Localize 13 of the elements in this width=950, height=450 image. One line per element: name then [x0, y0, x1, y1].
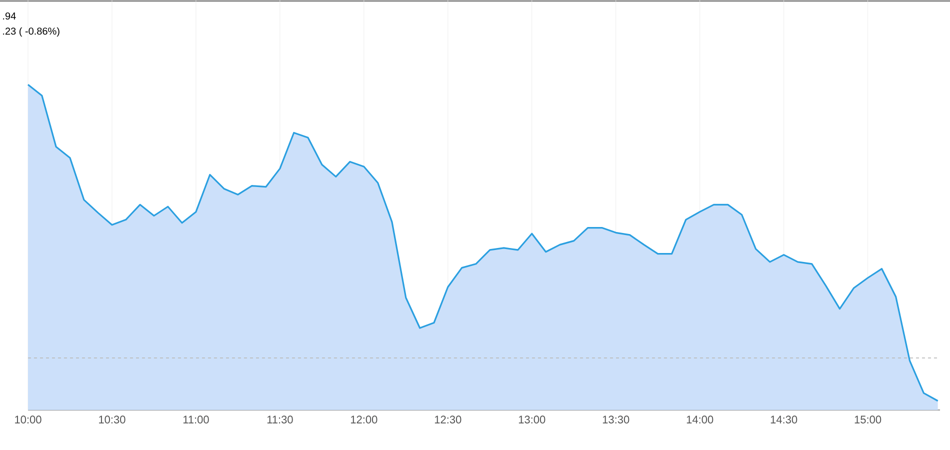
- x-tick-label: 14:30: [770, 416, 798, 424]
- x-tick-label: 14:00: [686, 416, 714, 424]
- x-tick-label: 13:00: [518, 416, 546, 424]
- x-tick-label: 10:30: [99, 416, 126, 424]
- x-tick-label: 10:00: [15, 416, 42, 424]
- x-tick-label: 15:00: [854, 416, 882, 424]
- x-tick-label: 12:30: [434, 416, 462, 424]
- x-tick-label: 12:00: [350, 416, 378, 424]
- text: .23 ( -0.86%): [3, 27, 60, 37]
- x-tick-label: 11:00: [183, 416, 209, 424]
- x-tick-label: 13:30: [602, 416, 630, 424]
- text: .94: [3, 12, 16, 20]
- x-tick-label: 11:30: [267, 416, 293, 424]
